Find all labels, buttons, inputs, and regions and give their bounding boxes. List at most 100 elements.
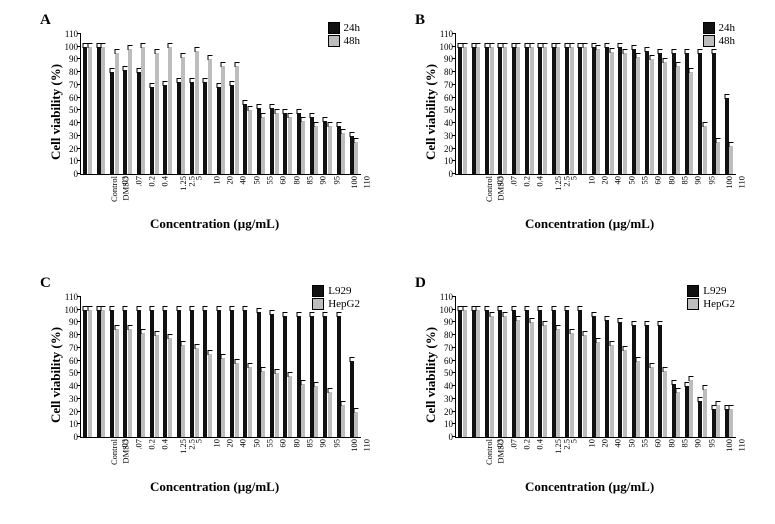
error-bar — [729, 405, 734, 410]
category-group — [509, 297, 522, 437]
chart-area: 0102030405060708090100110ControlDMSO.03.… — [455, 297, 736, 438]
category-group — [228, 297, 241, 437]
y-tick-label: 90 — [69, 317, 81, 327]
bar — [88, 47, 92, 174]
bar — [463, 47, 467, 174]
bar — [556, 47, 560, 174]
category-group — [214, 34, 227, 174]
error-bar — [287, 372, 292, 377]
bar — [512, 47, 516, 174]
category-group — [94, 34, 107, 174]
error-bar — [154, 331, 159, 336]
error-bar — [190, 306, 195, 311]
error-bar — [569, 43, 574, 48]
bar — [618, 322, 622, 437]
bar — [685, 386, 689, 437]
error-bar — [582, 331, 587, 336]
category-group — [268, 34, 281, 174]
bar — [658, 325, 662, 437]
category-group — [469, 34, 482, 174]
category-group — [188, 297, 201, 437]
bar — [650, 59, 654, 174]
x-tick-label: 40 — [613, 439, 623, 448]
legend-swatch — [312, 285, 324, 297]
bar — [301, 121, 305, 174]
y-tick-label: 0 — [74, 432, 82, 442]
error-bar — [485, 306, 490, 311]
bar — [301, 384, 305, 437]
error-bar — [622, 346, 627, 351]
category-group — [254, 34, 267, 174]
bar — [150, 87, 154, 174]
error-bar — [354, 138, 359, 143]
error-bar — [349, 357, 354, 362]
error-bar — [114, 325, 119, 330]
bar — [632, 49, 636, 174]
bar — [163, 310, 167, 437]
x-tick-label: 20 — [600, 439, 610, 448]
error-bar — [354, 408, 359, 413]
bar — [490, 316, 494, 437]
x-tick-label: 85 — [305, 439, 315, 448]
panel-C: CL929HepG20102030405060708090100110Contr… — [20, 275, 375, 500]
y-tick-label: 10 — [69, 419, 81, 429]
bar — [663, 62, 667, 174]
y-tick-label: 0 — [74, 169, 82, 179]
category-group — [496, 34, 509, 174]
x-tick-label: .03 — [495, 439, 505, 450]
x-tick-label: 55 — [640, 176, 650, 185]
bar — [83, 47, 87, 174]
category-group — [563, 297, 576, 437]
y-tick-label: 0 — [449, 432, 457, 442]
error-bar — [618, 43, 623, 48]
bar — [217, 87, 221, 174]
error-bar — [167, 334, 172, 339]
x-axis-title: Concentration (µg/mL) — [525, 479, 654, 495]
bar — [729, 409, 733, 437]
error-bar — [676, 388, 681, 393]
error-bar — [511, 306, 516, 311]
error-bar — [516, 316, 521, 321]
error-bar — [591, 312, 596, 317]
bar — [257, 312, 261, 437]
bar — [552, 47, 556, 174]
x-tick-label: 95 — [331, 439, 341, 448]
category-group — [496, 297, 509, 437]
bar — [703, 389, 707, 437]
x-tick-label: 50 — [626, 176, 636, 185]
chart-area: 0102030405060708090100110ControlDMSO.03.… — [455, 34, 736, 175]
x-tick-label: 95 — [706, 176, 716, 185]
bar — [525, 310, 529, 437]
error-bar — [154, 49, 159, 54]
category-group — [469, 297, 482, 437]
y-axis-title: Cell viability (%) — [48, 64, 64, 160]
bar — [676, 392, 680, 437]
bar — [270, 314, 274, 437]
bar — [221, 358, 225, 437]
error-bar — [622, 49, 627, 54]
y-tick-label: 50 — [69, 105, 81, 115]
bar — [137, 72, 141, 174]
category-group — [334, 297, 347, 437]
error-bar — [150, 306, 155, 311]
y-tick-label: 50 — [444, 105, 456, 115]
bar — [498, 310, 502, 437]
bar — [128, 329, 132, 437]
error-bar — [136, 306, 141, 311]
y-tick-label: 110 — [65, 292, 81, 302]
error-bar — [194, 47, 199, 52]
bar — [583, 335, 587, 437]
category-group — [188, 34, 201, 174]
x-tick-label: 80 — [666, 439, 676, 448]
error-bar — [101, 43, 106, 48]
bar — [203, 310, 207, 437]
error-bar — [247, 106, 252, 111]
bar — [123, 70, 127, 174]
y-tick-label: 80 — [69, 330, 81, 340]
category-group — [536, 297, 549, 437]
y-tick-label: 70 — [444, 343, 456, 353]
category-group — [576, 297, 589, 437]
y-tick-label: 50 — [69, 368, 81, 378]
y-tick-label: 80 — [444, 67, 456, 77]
category-group — [228, 34, 241, 174]
